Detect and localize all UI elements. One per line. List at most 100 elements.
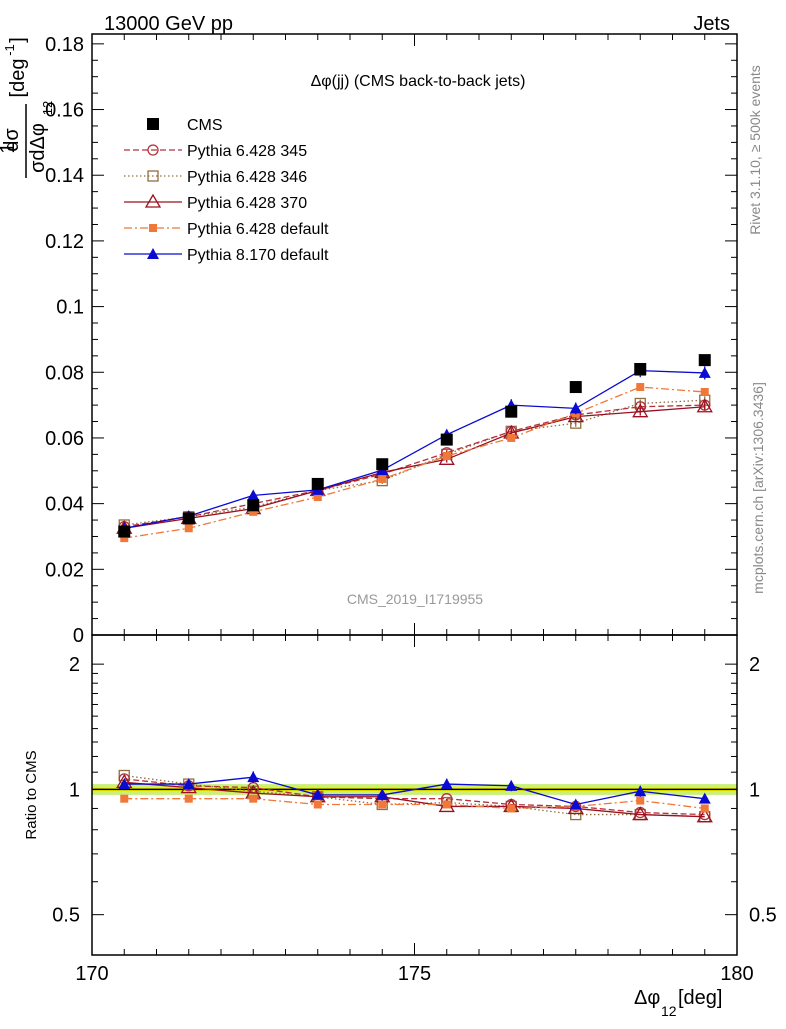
point-cms	[634, 362, 647, 375]
point-cms	[311, 477, 324, 490]
series-line-p370	[124, 406, 705, 529]
ratio-point-p8	[311, 788, 324, 800]
point-pdef	[184, 524, 193, 533]
ratio-point-pdef	[120, 794, 129, 803]
ratio-point-pdef	[636, 796, 645, 805]
ratio-point-p8	[376, 788, 389, 800]
ratio-point-pdef	[442, 800, 451, 809]
main-y-axis-label: 1 dσ σdΔφ 12 [deg -1 ]	[0, 37, 55, 178]
point-pdef	[249, 507, 258, 516]
ylabel-unit-close: ]	[7, 37, 29, 43]
point-cms	[247, 499, 260, 512]
ratio-y-tick-label: 1	[69, 779, 80, 801]
main-title: Δφ(jj) (CMS back-to-back jets)	[311, 73, 526, 90]
y-tick-label: 0.04	[45, 494, 84, 516]
point-pdef	[507, 433, 516, 442]
point-cms	[182, 512, 195, 525]
header-right: Jets	[693, 13, 730, 35]
ratio-point-p8	[698, 792, 711, 804]
ratio-point-p8	[569, 798, 582, 810]
y-tick-label: 0.1	[56, 297, 84, 319]
ratio-y-ticks: 0.5 0.5 1 1 2 2	[52, 654, 777, 927]
series-line-p8	[124, 369, 705, 529]
point-p370	[632, 403, 649, 418]
legend-label-p345: Pythia 6.428 345	[187, 143, 307, 160]
point-cms	[376, 458, 389, 471]
y-tick-label: 0	[73, 625, 84, 647]
x-tick-label: 180	[720, 963, 753, 985]
ratio-point-pdef	[507, 804, 516, 813]
ylabel-den: σdΔφ	[27, 123, 49, 173]
y-tick-label: 0.06	[45, 428, 84, 450]
y-tick-label: 0.08	[45, 362, 84, 384]
ylabel-prefix: 1	[0, 142, 19, 153]
y-tick-label: 0.02	[45, 559, 84, 581]
ratio-y-tick-label-right: 1	[749, 779, 760, 801]
ratio-y-tick-label-right: 2	[749, 654, 760, 676]
point-p8	[247, 489, 260, 501]
series-line-p345	[124, 404, 705, 528]
point-pdef	[636, 383, 645, 392]
rivet-label: Rivet 3.1.10, ≥ 500k events	[747, 65, 763, 235]
ratio-point-p8	[118, 778, 131, 790]
point-cms	[698, 354, 711, 367]
point-cms	[118, 525, 131, 538]
ratio-point-p8	[505, 779, 518, 791]
ylabel-unit-sup: -1	[2, 44, 17, 56]
point-p370	[696, 398, 713, 413]
point-p8	[569, 402, 582, 414]
ratio-point-p8	[440, 778, 453, 790]
ratio-point-p370	[696, 808, 713, 823]
y-tick-label: 0.16	[45, 100, 84, 122]
legend-label-p346: Pythia 6.428 346	[187, 169, 307, 186]
ratio-point-p8	[182, 778, 195, 790]
ratio-point-pdef	[184, 794, 193, 803]
ratio-line-p345	[124, 778, 705, 816]
legend-marker-p370	[144, 193, 162, 208]
ratio-series	[116, 769, 713, 823]
x-tick-label: 170	[75, 963, 108, 985]
ratio-point-pdef	[378, 800, 387, 809]
ratio-point-pdef	[700, 804, 709, 813]
xlabel-unit: [deg]	[678, 987, 722, 1009]
ratio-point-pdef	[249, 794, 258, 803]
main-y-ticks: 0 0.02 0.04 0.06 0.08 0.1 0.12 0.14 0.16 0.18	[45, 34, 737, 647]
legend-marker-p8	[147, 248, 159, 259]
point-pdef	[313, 493, 322, 502]
ratio-line-p8	[124, 776, 705, 806]
point-pdef	[378, 475, 387, 484]
point-cms	[440, 433, 453, 446]
xlabel-sub: 12	[661, 1003, 677, 1019]
point-pdef	[120, 534, 129, 543]
header-left: 13000 GeV pp	[104, 13, 233, 35]
x-tick-label: 175	[398, 963, 431, 985]
legend-label-p370: Pythia 6.428 370	[187, 195, 307, 212]
legend-marker-p346	[147, 170, 159, 182]
xlabel-main: Δφ	[634, 987, 660, 1009]
main-x-ticks	[91, 34, 738, 635]
point-p8	[698, 366, 711, 378]
main-panel: 0 0.02 0.04 0.06 0.08 0.1 0.12 0.14 0.16 0.18 Δφ(…	[45, 33, 738, 647]
ratio-y-tick-label: 0.5	[52, 905, 80, 927]
ratio-y-tick-label: 2	[69, 654, 80, 676]
point-cms	[569, 381, 582, 394]
series-line-pdef	[124, 386, 705, 539]
ratio-frame	[91, 634, 738, 956]
point-cms	[505, 405, 518, 418]
ratio-y-axis-label: Ratio to CMS	[23, 750, 40, 839]
ratio-point-p8	[634, 785, 647, 797]
ratio-line-p370	[124, 781, 705, 818]
legend-label-pdef: Pythia 6.428 default	[187, 221, 329, 238]
legend-marker-pdef	[149, 224, 157, 232]
mcplots-label: mcplots.cern.ch [arXiv:1306.3436]	[750, 382, 766, 594]
point-pdef	[442, 452, 451, 461]
ratio-y-tick-label-right: 0.5	[749, 905, 777, 927]
legend-marker-cms	[147, 118, 159, 130]
legend-marker-p345	[147, 144, 159, 156]
ratio-point-pdef	[313, 800, 322, 809]
y-tick-label: 0.14	[45, 165, 84, 187]
watermark: CMS_2019_I1719955	[347, 591, 483, 607]
y-tick-label: 0.12	[45, 231, 84, 253]
legend: CMS Pythia 6.428 345 Pythia 6.428 346 Pythi…	[124, 117, 329, 264]
